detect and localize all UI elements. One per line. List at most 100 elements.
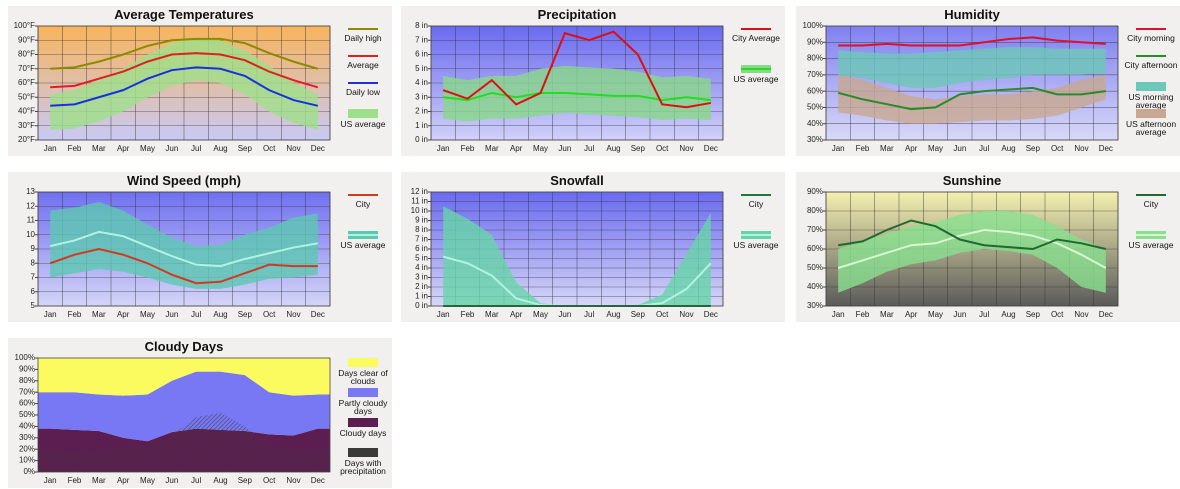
chart-panel: 30% 40% 50% 60% 70% 80% 90% Jan Feb Mar Apr May Jun J… — [796, 172, 1180, 322]
x-tick-label: Sep — [1026, 310, 1041, 319]
legend-item: Daily high — [334, 28, 392, 42]
y-tick-label: 50°F — [18, 92, 35, 101]
chart: 5 6 7 8 9 10 11 12 13 Jan Feb Mar Apr May Jun Jul Aug Sep… — [26, 187, 331, 319]
legend-item: US average — [1122, 231, 1180, 249]
y-tick-label: 11 in — [411, 197, 428, 206]
x-tick-label: Mar — [485, 310, 499, 319]
chart-panel: 30% 40% 50% 60% 70% 80% 90% 100% Jan Feb Mar Apr May… — [796, 6, 1180, 156]
x-tick-label: Dec — [1099, 144, 1113, 153]
legend-item: City morning — [1122, 28, 1180, 42]
legend-label: City morning — [1127, 33, 1175, 43]
y-tick-label: 2 in — [415, 282, 428, 291]
chart-title: Precipitation — [537, 7, 617, 22]
chart-title: Wind Speed (mph) — [127, 173, 241, 188]
series-line — [49, 247, 318, 285]
legend-label: US average — [1128, 240, 1174, 250]
legend-item: US morning average — [1122, 82, 1180, 109]
y-tick-label: 30% — [19, 433, 35, 442]
legend-swatch — [1136, 55, 1166, 57]
legend-label: US morning average — [1128, 92, 1174, 110]
legend-label: Partly cloudy days — [338, 398, 388, 416]
y-tick-label: 8 in — [415, 225, 428, 234]
x-tick-label: Apr — [905, 310, 918, 319]
legend-item: City — [1122, 194, 1180, 208]
chart: 20°F 30°F 40°F 50°F 60°F 70°F 80°F 90°F 100°F Jan… — [14, 21, 331, 153]
x-tick-label: Jun — [165, 310, 178, 319]
x-tick-label: Nov — [286, 310, 300, 319]
y-tick-label: 3 in — [415, 92, 428, 101]
legend-label: Days clear of clouds — [338, 368, 388, 386]
legend-item: City — [334, 194, 392, 208]
x-tick-label: Jun — [558, 310, 571, 319]
x-tick-label: Mar — [880, 310, 894, 319]
y-tick-label: 3 in — [415, 273, 428, 282]
x-tick-label: Oct — [263, 144, 276, 153]
plot-frame — [825, 25, 1119, 141]
range-band — [838, 47, 1106, 88]
legend-label: City afternoon — [1124, 60, 1178, 70]
legend-swatch — [348, 109, 378, 118]
x-tick-label: May — [533, 310, 548, 319]
y-tick-label: 90% — [807, 37, 823, 46]
x-tick-label: Jul — [191, 476, 201, 485]
y-tick-label: 70% — [807, 225, 823, 234]
legend-label: US average — [733, 240, 779, 250]
x-tick-label: Dec — [311, 144, 325, 153]
x-tick-label: Dec — [1099, 310, 1113, 319]
series-line — [837, 86, 1106, 111]
y-tick-label: 1 in — [415, 121, 428, 130]
y-tick-label: 80% — [807, 206, 823, 215]
x-tick-label: Jun — [953, 144, 966, 153]
y-tick-label: 2 in — [415, 107, 428, 116]
x-tick-label: Oct — [1051, 310, 1064, 319]
legend-item: US average — [727, 231, 785, 249]
x-tick-label: Mar — [92, 310, 106, 319]
x-tick-label: Jan — [44, 476, 57, 485]
x-tick-label: Sep — [238, 310, 253, 319]
legend-swatch — [348, 388, 378, 397]
y-tick-label: 4 in — [415, 78, 428, 87]
y-tick-label: 80% — [807, 54, 823, 63]
range-band — [50, 37, 318, 131]
y-tick-label: 60°F — [18, 78, 35, 87]
legend-swatch — [741, 65, 771, 73]
x-tick-label: Jan — [437, 310, 450, 319]
stacked-area — [38, 412, 330, 472]
x-tick-label: Apr — [905, 144, 918, 153]
y-tick-label: 12 — [26, 201, 35, 210]
x-tick-label: Jun — [953, 310, 966, 319]
y-tick-label: 100% — [803, 21, 823, 30]
legend-label: City — [355, 199, 371, 209]
y-tick-label: 4 in — [415, 263, 428, 272]
x-tick-label: Feb — [68, 476, 82, 485]
x-tick-label: Feb — [461, 144, 475, 153]
legend-label: Days with precipitation — [340, 458, 386, 476]
y-tick-label: 0 in — [415, 135, 428, 144]
legend-item: Daily low — [334, 82, 392, 96]
x-tick-label: Nov — [286, 144, 300, 153]
legend-label: US average — [733, 74, 779, 84]
x-tick-label: May — [533, 144, 548, 153]
y-tick-label: 5 in — [415, 64, 428, 73]
legend-label: City — [1143, 199, 1159, 209]
y-tick-label: 6 in — [415, 50, 428, 59]
x-tick-label: Nov — [1074, 310, 1088, 319]
y-tick-label: 100% — [15, 353, 35, 362]
x-tick-label: Sep — [631, 144, 646, 153]
x-tick-label: Aug — [213, 144, 227, 153]
series-line — [838, 219, 1107, 251]
y-tick-label: 11 — [27, 216, 36, 225]
x-tick-label: Dec — [704, 144, 718, 153]
legend-swatch — [1136, 109, 1166, 118]
x-tick-label: Jan — [832, 310, 845, 319]
x-tick-label: Apr — [117, 476, 130, 485]
x-tick-label: Feb — [461, 310, 475, 319]
series-line — [50, 66, 319, 107]
x-tick-label: Oct — [1051, 144, 1064, 153]
x-tick-label: Aug — [606, 310, 620, 319]
y-tick-label: 90% — [807, 187, 823, 196]
x-tick-label: Jul — [979, 144, 989, 153]
y-tick-label: 7 — [31, 273, 36, 282]
x-tick-label: Aug — [606, 144, 620, 153]
legend-swatch — [1136, 28, 1166, 30]
